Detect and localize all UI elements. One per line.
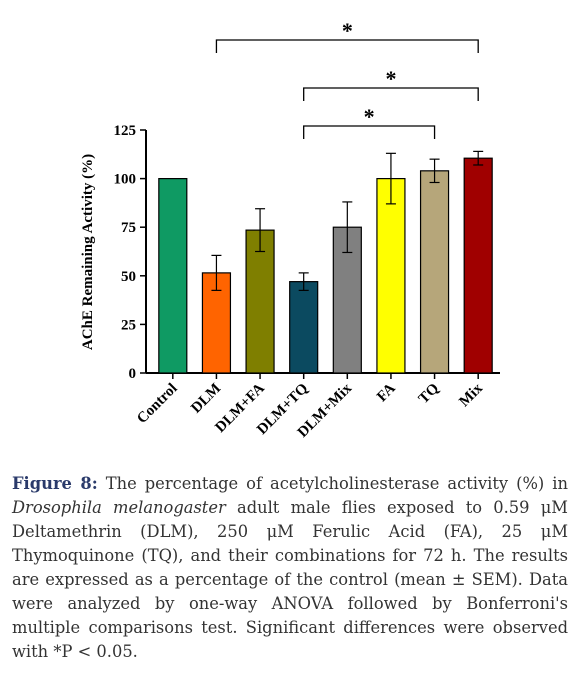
chart: AChE Remaining Activity (%) 0 25 50 75 100 12…	[80, 18, 500, 441]
x-tick-label: Mix	[456, 380, 486, 410]
y-tick-label: 25	[121, 317, 136, 333]
significance-star: *	[342, 18, 353, 43]
y-tick-label: 100	[114, 172, 137, 188]
y-tick-label: 50	[121, 269, 136, 285]
caption-text: adult male flies exposed to 0.59 μM Delt…	[12, 498, 568, 661]
caption: Figure 8: The percentage of acetylcholin…	[12, 472, 568, 664]
bar	[289, 281, 319, 374]
x-tick-label: Control	[134, 381, 180, 427]
significance-star: *	[385, 66, 396, 91]
significance-bracket	[215, 39, 479, 53]
significance-bracket	[303, 125, 436, 139]
bar	[419, 170, 450, 374]
x-tick-label: TQ	[416, 380, 443, 407]
x-tick-label: DLM	[188, 381, 224, 417]
bar	[376, 178, 406, 374]
bar	[245, 229, 275, 374]
figure-label: Figure 8:	[12, 474, 98, 493]
species: Drosophila melanogaster	[12, 498, 226, 517]
x-tick-label: FA	[374, 380, 399, 405]
significance-star: *	[364, 104, 375, 129]
caption-text: The percentage of acetylcholinesterase a…	[105, 474, 568, 493]
significance-bracket	[303, 87, 479, 101]
y-tick-label: 0	[129, 366, 137, 382]
y-tick-label: 75	[121, 220, 136, 236]
y-tick-label: 125	[114, 123, 137, 139]
bar	[463, 157, 493, 374]
bar	[158, 178, 188, 374]
y-axis-label: AChE Remaining Activity (%)	[80, 154, 96, 350]
